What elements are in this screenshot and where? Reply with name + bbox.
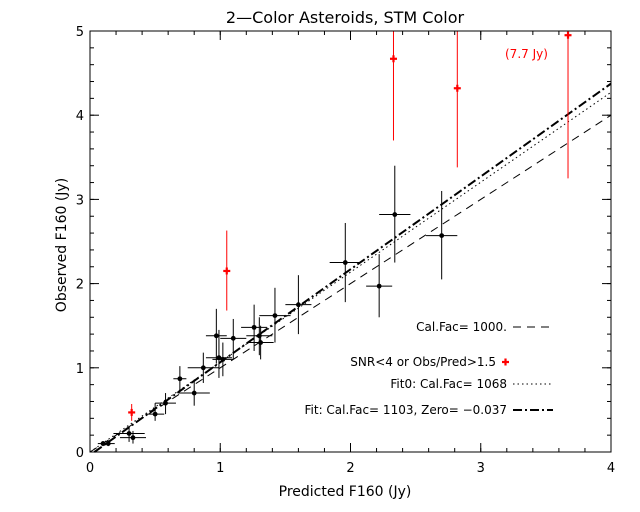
data-point-7	[173, 366, 187, 392]
marker-dot	[213, 333, 219, 339]
x-tick-label: 3	[477, 461, 485, 476]
marker-dot	[177, 376, 183, 382]
data-point-9	[187, 352, 219, 383]
marker-dot	[130, 435, 136, 441]
data-point-6	[155, 393, 176, 415]
marker-dot	[126, 431, 132, 436]
data-point-14	[241, 304, 268, 351]
y-tick-label: 1	[76, 362, 84, 377]
data-point-8	[178, 380, 210, 406]
data-point-22	[426, 190, 458, 280]
marker-dot	[251, 324, 257, 330]
marker-dot	[230, 335, 236, 341]
x-tick-label: 2	[346, 461, 354, 476]
data-point-19	[329, 222, 361, 303]
marker-dot	[163, 400, 168, 406]
marker-dot	[152, 411, 158, 417]
data-point-18	[285, 275, 312, 335]
data-point-17	[259, 287, 291, 343]
data-point-16	[247, 325, 274, 360]
model-line-3	[93, 82, 612, 453]
y-tick-label: 4	[76, 109, 84, 124]
marker-dot	[342, 260, 348, 265]
marker-dot	[376, 283, 382, 289]
marker-dot	[191, 390, 197, 396]
plot-frame	[89, 30, 612, 453]
y-axis-label: Observed F160 (Jy)	[54, 178, 70, 312]
legend-label-3: Fit0: Cal.Fac= 1068	[390, 377, 507, 391]
data-point-12	[212, 342, 234, 377]
marker-dot	[272, 313, 278, 318]
y-tick-label: 2	[76, 278, 84, 293]
legend: Cal.Fac= 1000. SNR<4 or Obs/Pred>1.5 Fit0:…	[305, 320, 553, 417]
data-point-4	[119, 430, 147, 444]
data-point-2	[101, 441, 115, 447]
x-tick-label: 4	[607, 461, 615, 476]
axes: 0 1 2 3 4 0 1 2 3 4 5	[76, 25, 615, 476]
y-tick-label: 3	[76, 193, 84, 208]
marker-dot	[439, 233, 445, 239]
x-tick-label: 1	[216, 461, 224, 476]
offscale-annotation: (7.7 Jy)	[505, 47, 548, 61]
flagged-point-2	[223, 230, 231, 311]
data-point-11	[205, 329, 232, 378]
data-point-13	[220, 318, 247, 360]
model-line-1	[89, 114, 612, 453]
chart-title: 2—Color Asteroids, STM Color	[226, 8, 465, 27]
marker-dot	[200, 365, 206, 371]
flagged-point-3	[389, 31, 397, 141]
x-axis-label: Predicted F160 (Jy)	[279, 484, 412, 500]
data-point-5	[146, 403, 165, 421]
marker-dot	[258, 340, 264, 345]
y-tick-label: 0	[76, 446, 84, 461]
flagged-point-1	[128, 404, 136, 421]
legend-label-4: Fit: Cal.Fac= 1103, Zero= −0.037	[305, 403, 508, 417]
flagged-point-5	[564, 31, 572, 179]
marker-dot	[392, 212, 398, 217]
data-point-3	[113, 426, 145, 442]
marker-dot	[296, 302, 301, 308]
model-line-2	[89, 91, 612, 453]
x-tick-label: 0	[86, 461, 94, 476]
marker-dot	[220, 356, 226, 362]
flagged-point-4	[453, 31, 461, 168]
legend-label-2: SNR<4 or Obs/Pred>1.5	[350, 355, 496, 369]
data-point-15	[246, 317, 273, 356]
data-point-21	[379, 165, 411, 263]
data-point-10	[205, 308, 227, 364]
data-points	[97, 31, 572, 447]
y-tick-label: 5	[76, 25, 84, 40]
data-point-20	[366, 254, 393, 318]
marker-dot	[105, 441, 111, 446]
model-lines	[89, 82, 612, 453]
legend-label-1: Cal.Fac= 1000.	[416, 320, 507, 334]
